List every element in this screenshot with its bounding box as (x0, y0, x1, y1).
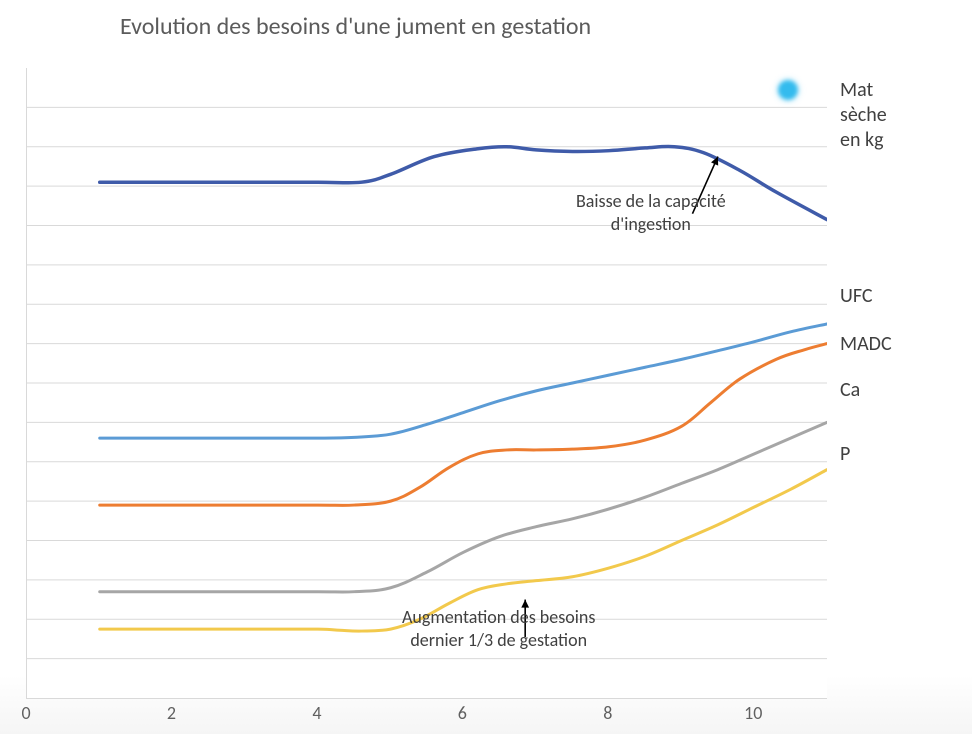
x-tick-label: 8 (603, 702, 612, 724)
series-label-ufc: UFC (840, 284, 873, 309)
chart-title: Evolution des besoins d'une jument en ge… (0, 12, 972, 41)
series-label-mat-seche: Mat sèche en kg (840, 78, 887, 153)
series-line-ca (100, 422, 827, 592)
series-label-ca: Ca (840, 378, 860, 403)
x-tick-label: 10 (744, 702, 762, 724)
series-line-madc (100, 344, 827, 506)
highlight-dot (778, 80, 798, 100)
series-line-ufc (100, 324, 827, 438)
x-tick-label: 4 (312, 702, 321, 724)
series-label-p: P (840, 442, 850, 467)
x-tick-label: 0 (21, 702, 30, 724)
annotation-text-augmentation: Augmentation des besoins dernier 1/3 de … (402, 606, 595, 651)
annotation-text-baisse: Baisse de la capacité d'ingestion (576, 190, 726, 235)
series-label-madc: MADC (840, 332, 892, 357)
x-tick-label: 2 (167, 702, 176, 724)
chart-plot-area (26, 68, 827, 699)
x-tick-label: 6 (458, 702, 467, 724)
